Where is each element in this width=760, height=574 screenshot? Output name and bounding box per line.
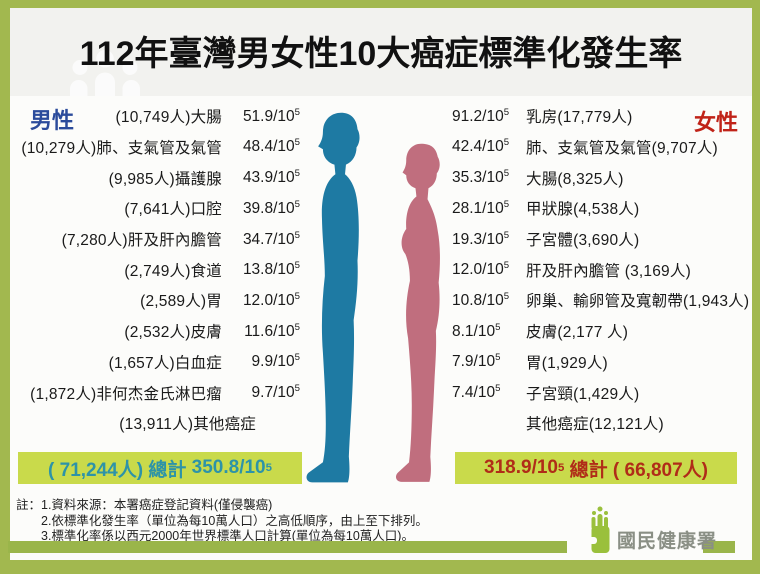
footnotes: 註：1.資料來源：本署癌症登記資料(僅侵襲癌) 2.依標準化發生率（單位為每10…	[16, 498, 428, 545]
male-cancer-row: (9,985人)攝護腺 43.9/105	[16, 162, 300, 193]
female-cancer-row: 28.1/105 甲狀腺(4,538人)	[452, 193, 752, 224]
female-cancer-row: 8.1/105 皮膚(2,177 人)	[452, 316, 752, 347]
female-cancer-label: 子宮體(3,690人)	[526, 232, 640, 250]
male-cancer-row: (2,749人)食道 13.8/105	[16, 254, 300, 285]
male-cancer-label: (7,641人)口腔	[124, 201, 222, 219]
female-cancer-label: 肝及肝內膽管 (3,169人)	[526, 262, 691, 280]
female-figure-silhouette	[395, 143, 440, 482]
female-cancer-row: 其他癌症(12,121人)	[452, 408, 752, 439]
male-cancer-rate: 9.9/105	[251, 352, 300, 371]
female-total-rate: 318.9/10	[484, 457, 558, 478]
female-cancer-row: 19.3/105 子宮體(3,690人)	[452, 224, 752, 255]
female-cancer-row: 91.2/105 乳房(17,779人)	[452, 101, 752, 132]
male-cancer-row: (10,279人)肺、支氣管及氣管 48.4/105	[16, 132, 300, 163]
male-total-label: 總計	[148, 459, 187, 481]
male-cancer-row: (1,872人)非何杰金氏淋巴瘤 9.7/105	[16, 377, 300, 408]
male-cancer-label: (2,532人)皮膚	[124, 324, 222, 342]
female-cancer-label: 其他癌症(12,121人)	[526, 416, 664, 434]
footnote-line: 3.標準化率係以西元2000年世界標準人口計算(單位為每10萬人口)。	[41, 529, 414, 543]
male-cancer-label: (10,749人)大腸	[115, 109, 222, 127]
footer-band	[703, 541, 735, 553]
male-cancer-label: (1,657人)白血症	[108, 354, 222, 372]
male-cancer-label: (2,589人)胃	[140, 293, 222, 311]
male-cancer-label: (10,279人)肺、支氣管及氣管	[21, 140, 222, 158]
page-title: 112年臺灣男女性10大癌症標準化發生率	[79, 35, 683, 73]
male-cancer-row: (13,911人)其他癌症	[16, 408, 300, 439]
male-cancer-rate: 39.8/105	[242, 198, 300, 217]
female-cancer-label: 卵巢、輸卵管及寬韌帶(1,943人)	[526, 293, 750, 311]
footnote-line: 2.依標準化發生率（單位為每10萬人口）之高低順序，由上至下排列。	[41, 513, 428, 528]
male-total-rate: 350.8/10	[191, 457, 266, 478]
female-total-bar: 318.9/10 5 總計 ( 66,807人)	[455, 452, 737, 484]
male-cancer-row: (7,280人)肝及肝內膽管 34.7/105	[16, 224, 300, 255]
female-cancer-rate: 28.1/105	[452, 198, 510, 217]
male-cancer-rate: 12.0/105	[242, 290, 300, 310]
footer-band	[8, 541, 567, 553]
female-cancer-row: 12.0/105 肝及肝內膽管 (3,169人)	[452, 254, 752, 285]
female-cancer-rate: 91.2/105	[452, 106, 510, 125]
female-cancer-row: 7.9/105 胃(1,929人)	[452, 347, 752, 378]
female-cancer-label: 大腸(8,325人)	[526, 170, 624, 188]
male-cancer-label: (9,985人)攝護腺	[108, 170, 222, 188]
female-cancer-rate: 8.1/105	[452, 321, 501, 340]
male-cancer-label: (1,872人)非何杰金氏淋巴瘤	[30, 385, 222, 403]
male-cancer-rate: 51.9/105	[242, 106, 300, 125]
female-cancer-label: 子宮頸(1,429人)	[526, 385, 640, 403]
male-header-label: 男性	[30, 108, 75, 133]
female-cancer-row: 42.4/105 肺、支氣管及氣管(9,707人)	[452, 132, 752, 163]
male-cancer-list: (10,749人)大腸 51.9/105 (10,279人)肺、支氣管及氣管 4…	[16, 101, 300, 439]
male-cancer-row: (2,589人)胃 12.0/105	[16, 285, 300, 316]
female-cancer-label: 肺、支氣管及氣管(9,707人)	[526, 140, 718, 158]
male-cancer-rate: 13.8/105	[242, 260, 300, 279]
footnote-line: 註：1.資料來源：本署癌症登記資料(僅侵襲癌)	[16, 498, 273, 512]
male-cancer-row: (1,657人)白血症 9.9/105	[16, 347, 300, 378]
male-total-count: ( 71,244人)	[48, 459, 144, 481]
female-cancer-rate: 10.8/105	[452, 290, 510, 310]
male-cancer-label: (13,911人)其他癌症	[119, 416, 256, 434]
male-cancer-label: (7,280人)肝及肝內膽管	[61, 232, 222, 250]
female-cancer-row: 10.8/105 卵巢、輸卵管及寬韌帶(1,943人)	[452, 285, 752, 316]
male-cancer-row: (2,532人)皮膚 11.6/105	[16, 316, 300, 347]
female-cancer-rate: 7.4/105	[452, 382, 501, 402]
female-cancer-row: 7.4/105 子宮頸(1,429人)	[452, 377, 752, 408]
female-cancer-list: 91.2/105 乳房(17,779人) 42.4/105 肺、支氣管及氣管(9…	[452, 101, 752, 439]
female-cancer-rate: 42.4/105	[452, 137, 510, 156]
female-cancer-label: 皮膚(2,177 人)	[526, 324, 629, 342]
title-band	[10, 8, 752, 96]
female-cancer-label: 胃(1,929人)	[526, 354, 608, 372]
male-cancer-rate: 11.6/105	[244, 321, 300, 340]
male-cancer-row: (10,749人)大腸 51.9/105	[16, 101, 300, 132]
female-header-label: 女性	[693, 110, 738, 135]
female-total-label: 總計	[569, 459, 608, 481]
female-cancer-label: 乳房(17,779人)	[526, 109, 633, 127]
hpa-watermark-icon	[70, 50, 140, 96]
male-figure-silhouette	[306, 112, 360, 483]
male-cancer-row: (7,641人)口腔 39.8/105	[16, 193, 300, 224]
male-cancer-label: (2,749人)食道	[124, 262, 222, 280]
agency-name: 國民健康署	[617, 531, 718, 552]
female-cancer-rate: 35.3/105	[452, 168, 510, 187]
agency-logo: 國民健康署	[588, 503, 717, 555]
male-cancer-rate: 48.4/105	[242, 137, 300, 156]
female-cancer-row: 35.3/105 大腸(8,325人)	[452, 162, 752, 193]
male-cancer-rate: 43.9/105	[242, 168, 300, 187]
hpa-hand-icon	[588, 506, 610, 553]
female-cancer-rate: 19.3/105	[452, 229, 510, 248]
female-cancer-rate: 7.9/105	[452, 352, 501, 371]
female-cancer-rate: 12.0/105	[452, 260, 510, 279]
male-cancer-rate: 9.7/105	[251, 382, 300, 402]
male-cancer-rate: 34.7/105	[242, 229, 300, 248]
female-total-count: ( 66,807人)	[612, 459, 708, 481]
female-cancer-label: 甲狀腺(4,538人)	[526, 201, 640, 219]
male-total-bar: ( 71,244人) 總計 350.8/10 5	[18, 452, 302, 484]
